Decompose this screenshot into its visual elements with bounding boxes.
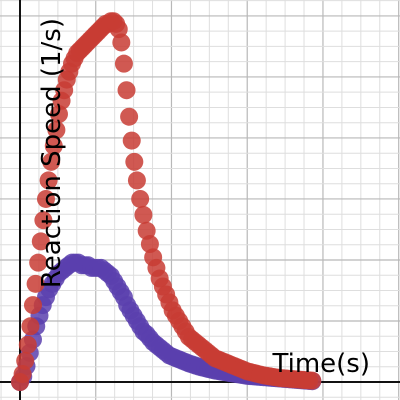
data-point (112, 33, 131, 52)
data-point (127, 171, 146, 190)
series-layer (11, 12, 322, 391)
data-point (18, 335, 37, 354)
data-point (131, 189, 150, 208)
data-point (34, 211, 53, 230)
data-point (42, 152, 61, 171)
data-point (117, 81, 136, 100)
data-point (31, 232, 50, 251)
data-point (29, 253, 48, 272)
data-point (44, 136, 63, 155)
data-point (36, 189, 55, 208)
data-point (39, 171, 58, 190)
data-point (26, 274, 45, 293)
series-1 (11, 12, 322, 391)
y-axis-label: Reaction Speed (1/s) (37, 18, 67, 288)
data-point (122, 131, 141, 150)
data-point (303, 371, 322, 390)
data-point (47, 120, 66, 139)
data-point (134, 205, 153, 224)
data-point (120, 107, 139, 126)
x-axis-label: Time(s) (272, 349, 370, 379)
data-point (114, 54, 133, 73)
data-point (125, 152, 144, 171)
data-point (21, 317, 40, 336)
data-point (23, 296, 42, 315)
data-point (16, 351, 35, 370)
